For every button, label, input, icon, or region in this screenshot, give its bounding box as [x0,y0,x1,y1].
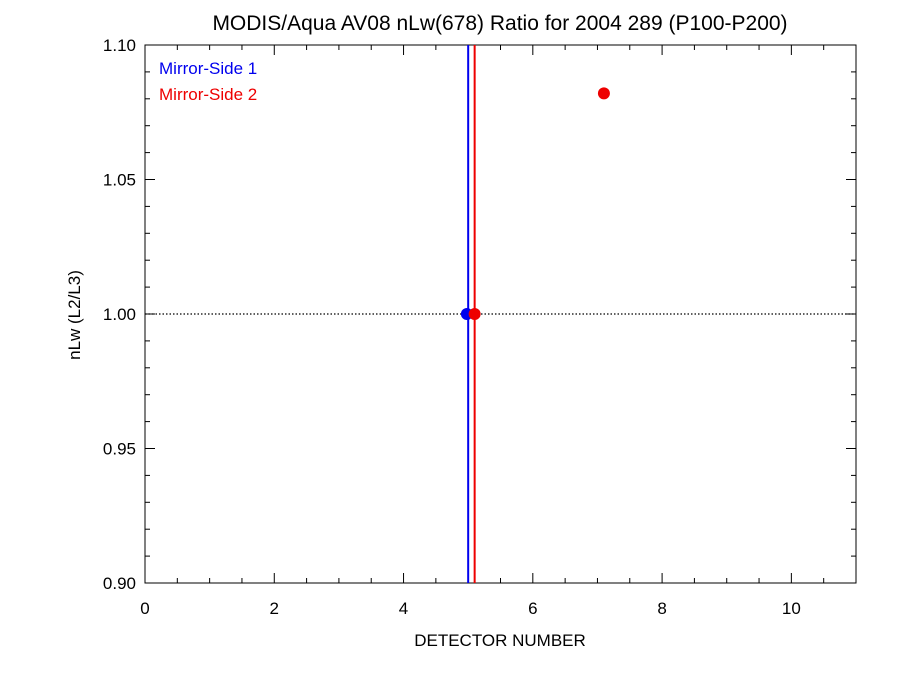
x-tick-label: 10 [782,599,801,618]
y-tick-label: 0.90 [103,574,136,593]
x-tick-label: 6 [528,599,537,618]
x-tick-label: 2 [270,599,279,618]
y-tick-label: 0.95 [103,440,136,459]
y-axis-label: nLw (L2/L3) [65,270,84,360]
x-axis-label: DETECTOR NUMBER [414,631,586,650]
x-tick-label: 8 [657,599,666,618]
plot-area: 0 2 4 6 8 10 0.90 0.95 1.00 1.05 1.10 Mirror-Side 1… [103,36,857,618]
chart-title: MODIS/Aqua AV08 nLw(678) Ratio for 2004 … [212,12,787,35]
x-tick-label: 0 [140,599,149,618]
x-tick-label: 4 [399,599,408,618]
y-tick-label: 1.05 [103,171,136,190]
series-2-point [597,87,610,100]
series-2-point [468,308,481,320]
legend-entry-1: Mirror-Side 1 [159,59,257,78]
y-tick-label: 1.10 [103,36,136,55]
plot-frame [144,44,857,584]
legend-entry-2: Mirror-Side 2 [159,85,257,104]
y-tick-label: 1.00 [103,305,136,324]
